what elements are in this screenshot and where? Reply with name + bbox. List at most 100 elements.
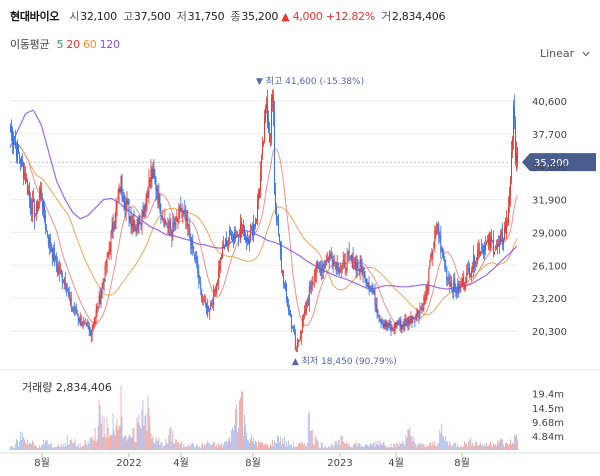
candle-body [447, 277, 449, 282]
candle-body [315, 262, 317, 277]
volume-bar [95, 441, 97, 450]
volume-bar [13, 447, 15, 450]
candle-body [214, 289, 216, 291]
volume-bar [50, 441, 52, 450]
candle-body [32, 199, 34, 203]
candle-body [212, 302, 214, 304]
volume-bar [220, 444, 222, 450]
candle-body [197, 260, 199, 274]
volume-bar [369, 444, 371, 450]
candle-body [208, 305, 210, 311]
candle-body [386, 320, 388, 327]
candle-body [95, 310, 97, 318]
candle-body [111, 225, 113, 233]
candle-body [172, 222, 174, 238]
volume-bar [90, 438, 92, 450]
volume-bar [254, 443, 255, 450]
candle-body [127, 198, 129, 205]
volume-bar [505, 443, 506, 450]
candle-body [384, 323, 386, 327]
candle-body [54, 256, 56, 260]
candle-body [260, 171, 261, 191]
candle-body [320, 267, 322, 276]
volume-bar [411, 435, 413, 450]
volume-bar [448, 445, 450, 450]
volume-bar [324, 445, 326, 450]
volume-bar [280, 444, 282, 450]
volume-bar [436, 446, 438, 450]
candle-body [196, 257, 198, 264]
volume-bar [455, 442, 457, 450]
candle-body [438, 228, 440, 238]
candle-body [279, 241, 281, 252]
low-label: 저 [176, 10, 187, 23]
price-tick-label: 26,100 [532, 261, 567, 272]
volume-bar [209, 442, 211, 450]
volume-bar [97, 426, 99, 450]
volume-bar [76, 445, 78, 450]
candle-body [165, 221, 167, 224]
candle-body [510, 179, 511, 197]
candle-body [445, 265, 447, 268]
candle-body [115, 207, 117, 223]
scale-toggle-button[interactable]: Linear [540, 47, 590, 60]
volume-bar [294, 446, 296, 450]
candle-body [258, 194, 259, 201]
volume-bar [201, 444, 203, 450]
candle-body [123, 196, 125, 204]
ma120-line [9, 109, 518, 290]
high-label: 고 [123, 10, 133, 23]
volume-bar [382, 442, 384, 450]
candle-body [347, 252, 349, 254]
candle-body [219, 265, 221, 270]
candle-body [274, 191, 276, 206]
volume-bar [496, 446, 497, 450]
candle-body [116, 201, 118, 211]
volume-bar [402, 440, 404, 450]
candle-body [411, 316, 413, 323]
volume-bar [127, 438, 129, 450]
volume-bar [515, 435, 516, 450]
candle-body [78, 317, 80, 322]
volume-bar [345, 443, 347, 450]
volume-bar [262, 441, 263, 450]
candle-body [349, 256, 351, 258]
volume-bar [66, 435, 68, 450]
volume-bar [379, 440, 381, 450]
volume-bar [497, 440, 498, 450]
candle-body [385, 321, 387, 328]
volume-bar [219, 446, 221, 450]
candle-body [471, 270, 473, 278]
volume-bar [462, 446, 464, 450]
candle-body [97, 307, 99, 309]
candle-body [494, 251, 495, 255]
volume-tick-label: 19.4m [532, 390, 564, 401]
volume-bar [292, 441, 294, 450]
candle-body [253, 224, 254, 235]
time-tick-label: 2023 [327, 458, 352, 469]
candle-body [104, 265, 106, 282]
candle-body [269, 139, 271, 142]
volume-bar [477, 445, 479, 450]
volume-bar [193, 444, 195, 450]
volume-bar [29, 442, 31, 450]
candle-body [339, 270, 341, 273]
volume-bar [474, 445, 476, 450]
candle-body [466, 272, 468, 284]
candle-body [45, 227, 47, 229]
candle-body [463, 276, 465, 287]
candle-body [230, 230, 232, 233]
volume-bar [17, 446, 19, 450]
candle-body [31, 200, 33, 215]
candle-body [273, 113, 275, 194]
candle-body [332, 260, 334, 266]
candle-body [75, 304, 77, 314]
volume-bar [39, 447, 41, 450]
candle-body [304, 309, 306, 313]
volume-bar [296, 445, 298, 450]
candle-body [168, 221, 170, 226]
volume-bar [28, 442, 30, 450]
volume-bar [106, 417, 108, 450]
candle-body [432, 249, 434, 259]
